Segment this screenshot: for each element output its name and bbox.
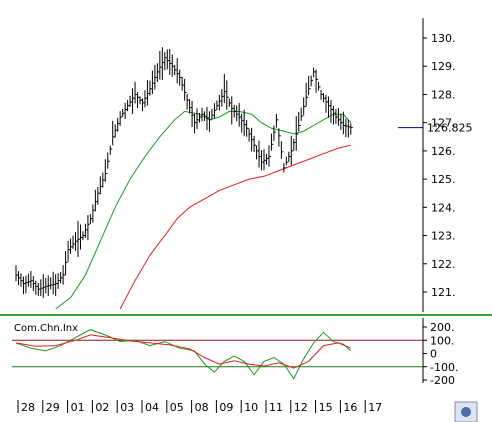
price-tick-label: 127. — [431, 117, 456, 130]
cci-tick-label: 200. — [430, 321, 455, 334]
cci-axis-ticks: 200.100.0-100.-200 — [423, 321, 458, 387]
scroll-globe-icon — [461, 407, 471, 417]
date-tick-label: 15 — [319, 401, 333, 414]
date-tick-label: 12 — [294, 401, 308, 414]
date-tick-label: 09 — [219, 401, 233, 414]
date-tick-label: 10 — [244, 401, 258, 414]
date-tick-label: 28 — [21, 401, 35, 414]
moving-average-red-line — [119, 144, 351, 310]
date-tick-label: 29 — [46, 401, 60, 414]
date-tick-label: 05 — [170, 401, 184, 414]
cci-tick-label: 0 — [430, 348, 437, 361]
price-bars — [15, 47, 353, 298]
cci-tick-label: 100. — [430, 334, 455, 347]
date-tick-label: 16 — [343, 401, 357, 414]
date-tick-label: 01 — [71, 401, 85, 414]
last-price-label: 126.825 — [427, 122, 473, 135]
cci-title: Com.Chn.Inx — [14, 323, 78, 334]
price-tick-label: 121. — [431, 286, 456, 299]
date-tick-label: 03 — [120, 401, 134, 414]
price-axis-ticks: 130. 129. 128. 127. 126. 125. 124. 123. 122. 121. — [423, 32, 456, 299]
price-tick-label: 125. — [431, 173, 456, 186]
date-tick-label: 17 — [368, 401, 382, 414]
date-tick-label: 02 — [95, 401, 109, 414]
cci-panel: 200.100.0-100.-200 Com.Chn.Inx — [12, 318, 458, 387]
date-tick-label: 04 — [145, 401, 159, 414]
price-tick-label: 124. — [431, 201, 456, 214]
price-tick-label: 130. — [431, 32, 456, 45]
date-tick-label: 11 — [269, 401, 283, 414]
price-tick-label: 123. — [431, 230, 456, 243]
price-tick-label: 122. — [431, 258, 456, 271]
cci-tick-label: -200 — [430, 374, 455, 387]
date-axis-ticks: 28 29 01 02 03 04 05 08 09 10 11 12 15 16 17 — [17, 400, 382, 414]
scroll-button[interactable] — [454, 401, 478, 422]
price-tick-label: 128. — [431, 88, 456, 101]
price-panel: 130. 129. 128. 127. 126. 125. 124. 123. 122. 121.… — [15, 18, 473, 312]
date-tick-label: 08 — [195, 401, 209, 414]
price-tick-label: 129. — [431, 60, 456, 73]
cci-line — [15, 329, 352, 380]
cci-signal-line — [15, 334, 351, 369]
price-tick-label: 126. — [431, 145, 456, 158]
cci-tick-label: -100. — [430, 361, 458, 374]
moving-average-green-line — [55, 110, 352, 310]
